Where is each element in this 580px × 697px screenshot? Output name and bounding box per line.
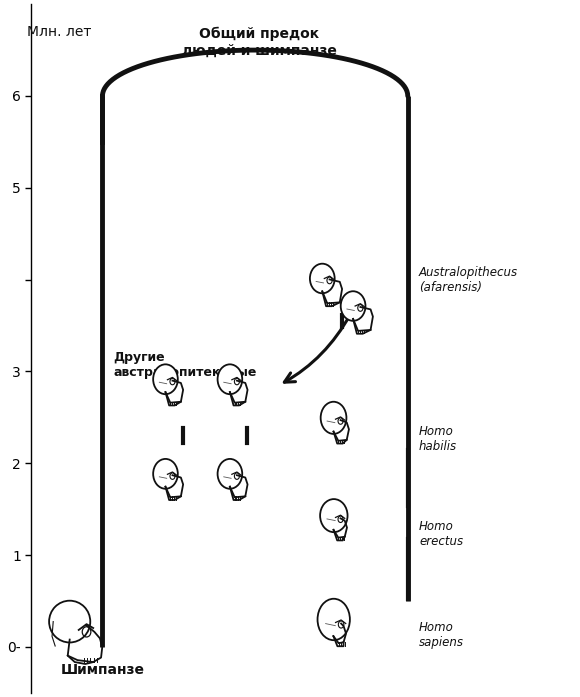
Text: Общий предок
людей и шимпанзе: Общий предок людей и шимпанзе (182, 27, 337, 58)
Text: Homo
sapiens: Homo sapiens (419, 621, 464, 649)
Ellipse shape (49, 601, 90, 643)
Text: Australopithecus
(afarensis): Australopithecus (afarensis) (419, 266, 518, 294)
Ellipse shape (153, 365, 178, 395)
Ellipse shape (310, 263, 335, 293)
Ellipse shape (218, 459, 242, 489)
Ellipse shape (340, 291, 365, 321)
Ellipse shape (320, 499, 347, 532)
Text: Млн. лет: Млн. лет (27, 25, 91, 39)
Ellipse shape (218, 365, 242, 395)
Text: Homo
habilis: Homo habilis (419, 424, 457, 453)
Ellipse shape (321, 401, 346, 434)
Text: Другие
австралопитековые: Другие австралопитековые (114, 351, 257, 379)
Text: Homo
erectus: Homo erectus (419, 520, 463, 549)
Text: Шимпанзе: Шимпанзе (60, 664, 144, 677)
Ellipse shape (153, 459, 178, 489)
Ellipse shape (317, 599, 350, 640)
